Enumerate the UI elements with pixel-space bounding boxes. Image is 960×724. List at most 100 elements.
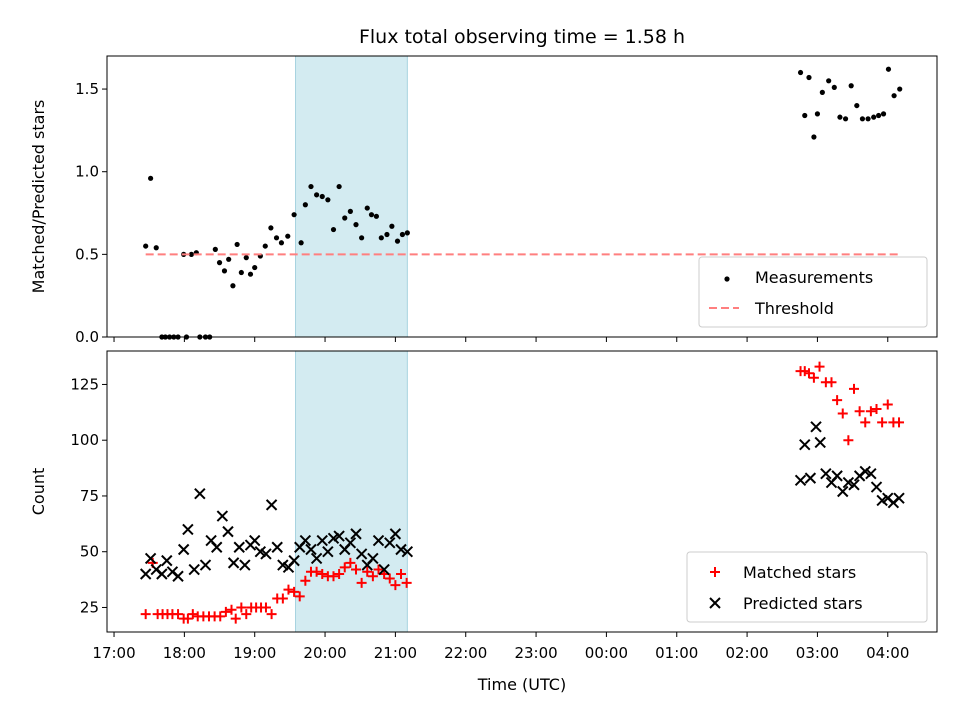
matched-stars-point (236, 602, 247, 613)
measurements-point (399, 231, 406, 238)
measurements-point (230, 283, 236, 289)
predicted-stars-point (848, 479, 860, 491)
matched-stars-point (173, 609, 184, 620)
matched-stars-point (814, 361, 825, 372)
measurements-point (880, 111, 887, 117)
legend-label: Measurements (755, 268, 873, 287)
y-tick-label: 75 (80, 487, 99, 505)
measurements-point (394, 238, 401, 244)
measurements-point (238, 269, 244, 276)
panel-frame (106, 55, 938, 338)
legend-label: Predicted stars (743, 594, 863, 613)
measurements-point (802, 112, 808, 119)
legend-box (698, 256, 928, 328)
predicted-stars-point (367, 552, 379, 565)
predicted-stars-point (139, 568, 152, 580)
measurements-point (837, 114, 843, 120)
matched-stars-point (230, 613, 241, 624)
measurements-point (797, 69, 804, 76)
measurements-point (871, 114, 877, 120)
matched-stars-point (882, 399, 893, 410)
matched-stars-point (843, 435, 854, 446)
predicted-stars-point (239, 559, 251, 571)
predicted-stars-point (194, 488, 206, 500)
matched-stars-point (317, 569, 328, 580)
matched-stars-point (260, 602, 271, 613)
matched-stars-point (289, 586, 300, 597)
predicted-stars-point (288, 554, 300, 567)
predicted-stars-point (799, 438, 811, 451)
legend-label: Matched stars (743, 563, 856, 582)
y-tick-label: 1.0 (75, 163, 99, 181)
matched-stars-point (396, 569, 407, 580)
measurements-point (212, 246, 218, 252)
predicted-stars-point (144, 552, 157, 565)
x-tick-label: 20:00 (303, 644, 346, 662)
predicted-stars-point (316, 534, 328, 547)
matched-stars-point (140, 609, 151, 620)
matched-stars-point (384, 573, 395, 584)
measurements-point (325, 197, 331, 203)
legend-label: Threshold (754, 299, 834, 318)
panel-1: 0.0 0.5 1.0 1.5 Matched/Predicted stars Measu… (29, 55, 938, 346)
measurements-point (298, 240, 304, 246)
measurements-point (308, 183, 314, 190)
predicted-stars-point (249, 534, 261, 547)
predicted-stars-point (182, 523, 194, 536)
measurements-point (330, 226, 337, 233)
shaded-observing-span (295, 351, 408, 632)
predicted-stars-point (222, 525, 234, 538)
measurements-point (268, 225, 274, 231)
matched-stars-point (849, 383, 859, 394)
matched-stars-point (877, 417, 888, 428)
x-tick-label: 00:00 (585, 644, 628, 662)
matched-stars-point (871, 403, 882, 414)
chart-title: Flux total observing time = 1.58 h (359, 26, 685, 48)
matched-stars-point (362, 566, 373, 577)
y-axis-label: Matched/Predicted stars (29, 100, 48, 294)
measurements-point (336, 183, 342, 190)
matched-stars-point (311, 566, 322, 577)
matched-stars-point (826, 377, 837, 388)
y-tick-label: 50 (80, 543, 99, 561)
x-tick-label: 19:00 (233, 644, 276, 662)
measurements-point (342, 215, 348, 221)
predicted-stars-point (310, 552, 323, 565)
measurements-point (373, 213, 379, 219)
measurements-point (359, 235, 365, 241)
predicted-stars-point (156, 568, 168, 580)
legend: Matched stars Predicted stars (686, 551, 928, 623)
measurements-point (314, 192, 320, 198)
measurements-point (347, 208, 353, 214)
legend-swatch-measurements (724, 276, 730, 282)
measurements-point (216, 260, 223, 266)
measurements-point (226, 256, 232, 262)
matched-stars-point (351, 564, 361, 575)
measurements-point (188, 251, 195, 257)
measurements-point (404, 230, 410, 236)
predicted-stars-point (265, 499, 278, 511)
matched-stars-point (300, 575, 311, 586)
y-tick-label: 25 (80, 598, 99, 616)
panel-frame (106, 350, 938, 633)
measurements-point (262, 243, 268, 249)
predicted-stars-point (344, 537, 357, 549)
y-tick-label: 100 (70, 431, 99, 449)
predicted-stars-point (893, 492, 905, 504)
predicted-stars-point (794, 474, 807, 487)
matched-stars-point (215, 611, 226, 622)
measurements-point (285, 233, 291, 239)
measurements-point (897, 86, 903, 92)
predicted-stars-point (870, 481, 883, 493)
matched-stars-point (373, 564, 384, 575)
matched-stars-point (837, 408, 848, 419)
measurements-point (389, 223, 395, 229)
x-tick-label: 22:00 (444, 644, 487, 662)
measurements-point (842, 116, 849, 122)
predicted-stars-point (810, 421, 822, 433)
measurements-point (353, 222, 359, 228)
matched-stars-point (187, 609, 198, 620)
predicted-stars-point (389, 528, 402, 540)
measurements-point (234, 241, 240, 248)
predicted-stars-point (260, 548, 272, 560)
